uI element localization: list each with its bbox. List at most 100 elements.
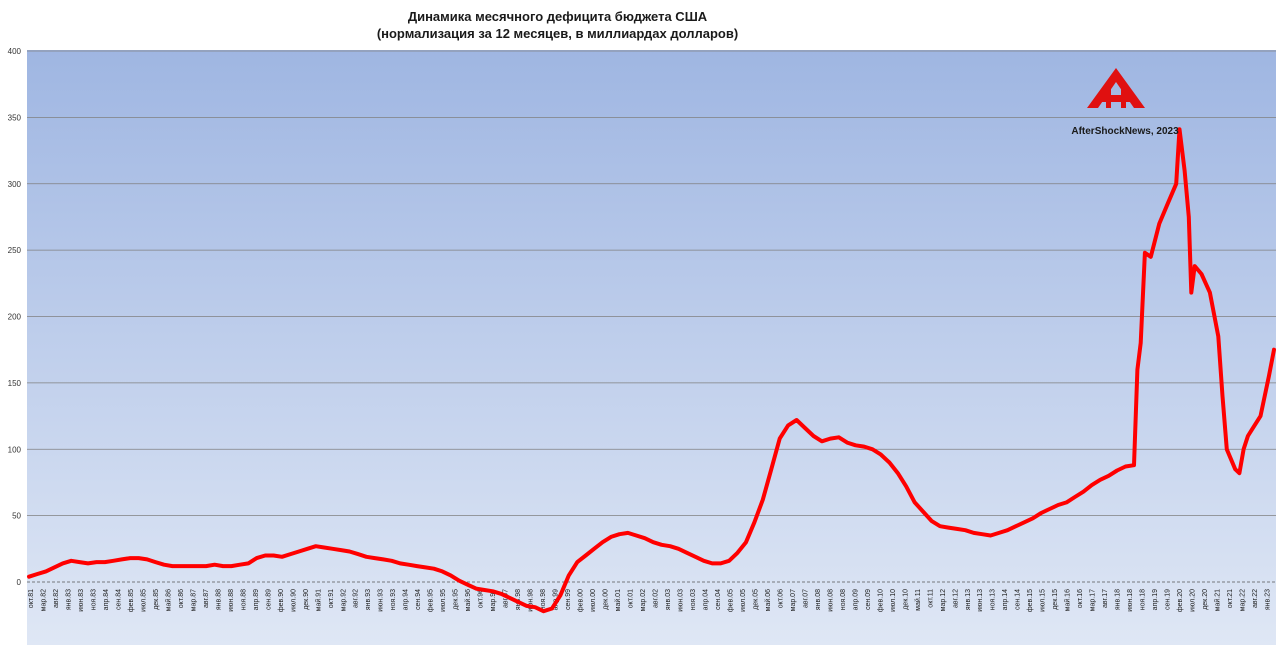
x-tick-label: авг.12 bbox=[952, 589, 959, 608]
x-tick-label: сен.84 bbox=[115, 589, 122, 610]
x-tick-label: ноя.93 bbox=[390, 589, 397, 610]
x-tick-label: авг.02 bbox=[653, 589, 660, 608]
x-tick-label: ноя.08 bbox=[840, 589, 847, 610]
x-tick-label: авг.87 bbox=[203, 589, 210, 608]
x-tick-label: ноя.88 bbox=[240, 589, 247, 610]
x-tick-label: мар.82 bbox=[40, 589, 47, 611]
x-tick-label: мар.87 bbox=[190, 589, 197, 611]
y-tick-label: 100 bbox=[8, 445, 22, 454]
x-tick-label: окт.06 bbox=[777, 589, 784, 608]
y-tick-label: 400 bbox=[8, 47, 22, 56]
x-tick-label: окт.11 bbox=[927, 589, 934, 608]
grid-lines bbox=[27, 50, 1276, 583]
x-tick-label: мар.97 bbox=[490, 589, 497, 611]
x-tick-label: дек.15 bbox=[1052, 589, 1059, 610]
logo-leg-left bbox=[1106, 86, 1111, 108]
x-tick-label: окт.96 bbox=[478, 589, 485, 608]
x-tick-label: фев.05 bbox=[727, 589, 734, 612]
x-tick-label: янв.98 bbox=[515, 589, 522, 610]
x-tick-label: июл.95 bbox=[440, 589, 447, 612]
x-tick-label: окт.81 bbox=[28, 589, 35, 608]
x-tick-label: сен.19 bbox=[1165, 589, 1172, 610]
logo-mark bbox=[1087, 68, 1145, 108]
y-tick-label: 250 bbox=[8, 246, 22, 255]
x-tick-label: май.06 bbox=[764, 589, 772, 611]
x-tick-label: фев.20 bbox=[1177, 589, 1184, 612]
x-tick-label: окт.16 bbox=[1077, 589, 1084, 608]
x-tick-label: дек.05 bbox=[752, 589, 759, 610]
x-tick-label: май.96 bbox=[464, 589, 472, 611]
y-tick-label: 200 bbox=[8, 313, 22, 322]
x-tick-label: апр.84 bbox=[103, 589, 110, 610]
x-tick-label: ноя.98 bbox=[540, 589, 547, 610]
series-line-0 bbox=[27, 127, 1276, 614]
x-tick-label: янв.18 bbox=[1115, 589, 1122, 610]
x-tick-label: мар.07 bbox=[790, 589, 797, 611]
x-tick-label: авг.17 bbox=[1102, 589, 1109, 608]
y-tick-label: 300 bbox=[8, 180, 22, 189]
x-tick-label: окт.21 bbox=[1227, 589, 1234, 608]
x-tick-label: июл.90 bbox=[290, 589, 297, 612]
series-layer bbox=[27, 127, 1276, 614]
y-tick-label: 0 bbox=[17, 578, 22, 587]
x-tick-label: окт.86 bbox=[178, 589, 185, 608]
x-tick-label: янв.83 bbox=[65, 589, 72, 610]
x-tick-label: июн.13 bbox=[977, 589, 984, 612]
x-tick-label: янв.13 bbox=[965, 589, 972, 610]
x-tick-label: июл.20 bbox=[1190, 589, 1197, 612]
y-tick-label: 50 bbox=[12, 512, 21, 521]
x-tick-label: июл.15 bbox=[1040, 589, 1047, 612]
x-tick-label: мар.17 bbox=[1090, 589, 1097, 611]
aftershock-logo: AfterShockNews, 2023 bbox=[1071, 68, 1179, 137]
x-tick-label: ноя.03 bbox=[690, 589, 697, 610]
y-tick-label: 350 bbox=[8, 113, 22, 122]
x-tick-label: апр.04 bbox=[702, 589, 709, 610]
x-tick-label: апр.94 bbox=[403, 589, 410, 610]
x-tick-label: мар.12 bbox=[940, 589, 947, 611]
x-tick-label: июн.98 bbox=[528, 589, 535, 612]
x-tick-label: янв.88 bbox=[215, 589, 222, 610]
x-tick-label: авг.92 bbox=[353, 589, 360, 608]
x-tick-label: сен.14 bbox=[1015, 589, 1022, 610]
x-tick-label: май.01 bbox=[614, 589, 622, 611]
x-tick-label: ноя.83 bbox=[90, 589, 97, 610]
x-tick-label: фев.00 bbox=[578, 589, 585, 612]
x-tick-label: фев.10 bbox=[877, 589, 884, 612]
chart-subtitle: (нормализация за 12 месяцев, в миллиарда… bbox=[376, 26, 739, 41]
x-tick-label: окт.91 bbox=[328, 589, 335, 608]
x-tick-label: дек.10 bbox=[902, 589, 909, 610]
x-tick-label: апр.14 bbox=[1002, 589, 1009, 610]
x-tick-label: фев.15 bbox=[1027, 589, 1034, 612]
x-tick-label: май.86 bbox=[164, 589, 172, 611]
x-tick-label: янв.03 bbox=[665, 589, 672, 610]
x-tick-label: фев.95 bbox=[428, 589, 435, 612]
x-tick-label: дек.85 bbox=[153, 589, 160, 610]
x-tick-label: авг.22 bbox=[1252, 589, 1259, 608]
x-tick-label: дек.00 bbox=[603, 589, 610, 610]
x-tick-label: авг.82 bbox=[53, 589, 60, 608]
x-tick-label: июн.18 bbox=[1127, 589, 1134, 612]
x-tick-label: дек.20 bbox=[1202, 589, 1209, 610]
x-tick-label: июн.08 bbox=[827, 589, 834, 612]
chart-title: Динамика месячного дефицита бюджета США bbox=[407, 9, 708, 24]
x-tick-label: сен.99 bbox=[565, 589, 572, 610]
watermark-text: AfterShockNews, 2023 bbox=[1071, 126, 1179, 137]
x-tick-label: янв.93 bbox=[365, 589, 372, 610]
y-tick-label: 150 bbox=[8, 379, 22, 388]
x-tick-label: май.21 bbox=[1214, 589, 1222, 611]
y-axis: 0 50 100 150 200 250 300 350 400 bbox=[8, 47, 22, 587]
x-tick-label: янв.23 bbox=[1265, 589, 1272, 610]
x-tick-label: июн.88 bbox=[228, 589, 235, 612]
x-tick-label: дек.90 bbox=[303, 589, 310, 610]
x-axis: окт.81 мар.82 авг.82 янв.83 июн.83 ноя.83 апр.… bbox=[28, 589, 1272, 612]
x-tick-label: июн.83 bbox=[78, 589, 85, 612]
x-tick-label: июл.85 bbox=[140, 589, 147, 612]
x-tick-label: апр.09 bbox=[852, 589, 859, 610]
x-tick-label: фев.90 bbox=[278, 589, 285, 612]
plot-area bbox=[27, 50, 1276, 645]
x-tick-label: май.11 bbox=[914, 589, 922, 611]
x-tick-label: июл.05 bbox=[740, 589, 747, 612]
x-tick-label: июл.10 bbox=[890, 589, 897, 612]
x-tick-label: июл.00 bbox=[590, 589, 597, 612]
